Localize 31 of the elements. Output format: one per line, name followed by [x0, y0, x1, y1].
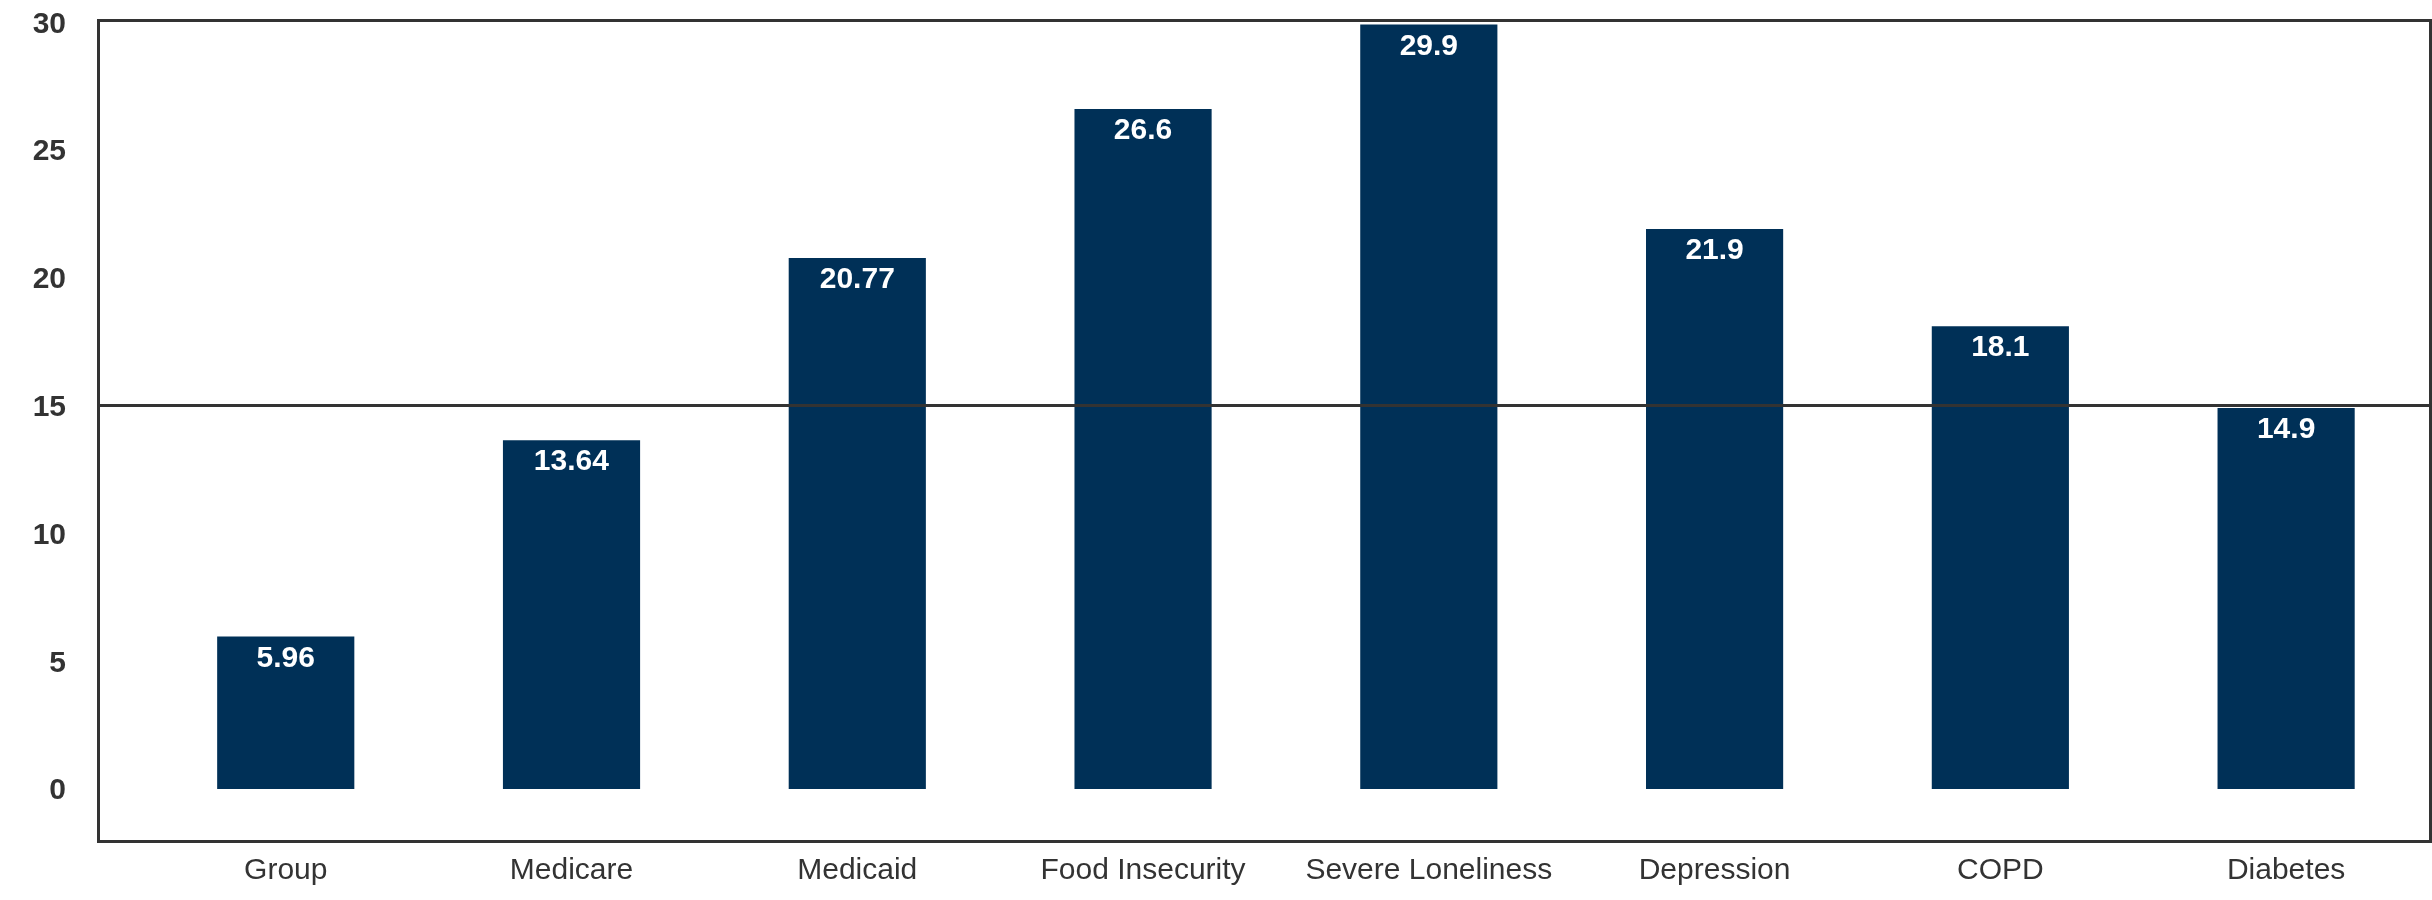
x-tick-label: Depression [1638, 852, 1791, 885]
bar [1074, 108, 1212, 789]
x-tick-label: Severe Loneliness [1305, 852, 1553, 885]
y-tick-label: 15 [32, 388, 66, 422]
data-label: 20.77 [819, 260, 895, 294]
x-tick-label: Diabetes [2226, 852, 2346, 885]
bar [1360, 24, 1498, 789]
y-tick-label: 0 [49, 772, 66, 806]
bar [1646, 229, 1784, 789]
x-tick-label: Medicare [509, 852, 634, 885]
data-label: 29.9 [1399, 27, 1459, 61]
x-tick-label: Group [244, 852, 328, 885]
y-tick-label: 10 [32, 516, 66, 550]
y-tick-label: 5 [49, 644, 66, 678]
bar [502, 440, 641, 789]
data-label: 13.64 [533, 443, 610, 477]
y-tick-label: 30 [32, 5, 66, 39]
bar [217, 636, 355, 789]
bar [2217, 407, 2355, 789]
x-tick-label: Medicaid [797, 852, 918, 885]
data-label: 14.9 [2256, 410, 2316, 444]
data-label: 26.6 [1113, 111, 1173, 145]
bar [1931, 326, 2069, 789]
y-tick-label: 20 [32, 261, 66, 295]
data-label: 5.96 [256, 639, 315, 673]
bar [788, 257, 926, 789]
x-tick-label: COPD [1957, 852, 2044, 885]
data-label: 18.1 [1971, 329, 2030, 363]
x-tick-label: Food Insecurity [1040, 852, 1246, 885]
data-label: 21.9 [1685, 232, 1744, 266]
y-tick-label: 25 [32, 133, 66, 167]
